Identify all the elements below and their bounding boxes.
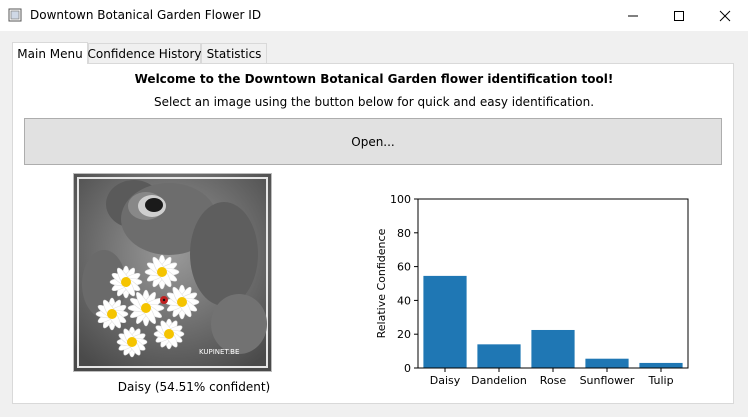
tab-confidence-history[interactable]: Confidence History (88, 43, 202, 63)
confidence-chart: Daisy Dandelion Rose Sunflower Tulip 0 20 40 60 8… (370, 190, 700, 390)
title-bar: Downtown Botanical Garden Flower ID (0, 0, 748, 31)
y-tick-label: 60 (397, 261, 411, 274)
window-title: Downtown Botanical Garden Flower ID (30, 8, 262, 22)
bar-dandelion (477, 344, 521, 368)
close-icon (719, 10, 731, 21)
tab-main-menu[interactable]: Main Menu (12, 42, 88, 64)
welcome-heading: Welcome to the Downtown Botanical Garden… (134, 72, 614, 86)
instructions-text: Select an image using the button below f… (153, 95, 595, 109)
y-tick-label: 20 (397, 328, 411, 341)
flower-image: KUPINET.BE (73, 173, 272, 372)
minimize-icon (628, 15, 638, 16)
bar-sunflower (585, 358, 629, 368)
confidence-bar-chart: Daisy Dandelion Rose Sunflower Tulip 0 20 40 60 8… (375, 193, 689, 387)
x-tick-label: Daisy (430, 374, 461, 387)
prediction-label: Daisy (54.51% confident) (117, 380, 271, 394)
x-tick-label: Sunflower (580, 374, 635, 387)
close-button[interactable] (702, 0, 748, 31)
y-tick-label: 40 (397, 294, 411, 307)
maximize-icon (674, 10, 684, 21)
flower-photo-illustration: KUPINET.BE (74, 174, 271, 371)
watermark-text: KUPINET.BE (199, 348, 239, 356)
x-tick-label: Rose (540, 374, 567, 387)
x-tick-label: Dandelion (471, 374, 527, 387)
y-tick-label: 80 (397, 227, 411, 240)
bar-rose (531, 329, 575, 368)
tab-statistics[interactable]: Statistics (201, 43, 267, 63)
plot-frame (417, 198, 689, 369)
y-axis-label: Relative Confidence (375, 228, 388, 338)
y-tick-label: 0 (404, 362, 411, 375)
maximize-button[interactable] (656, 0, 702, 31)
app-icon (8, 8, 22, 22)
bar-daisy (423, 275, 467, 368)
bar-tulip (639, 362, 683, 368)
y-tick-label: 100 (390, 193, 411, 206)
open-button[interactable]: Open... (24, 118, 722, 165)
minimize-button[interactable] (610, 0, 656, 31)
x-tick-label: Tulip (647, 374, 673, 387)
